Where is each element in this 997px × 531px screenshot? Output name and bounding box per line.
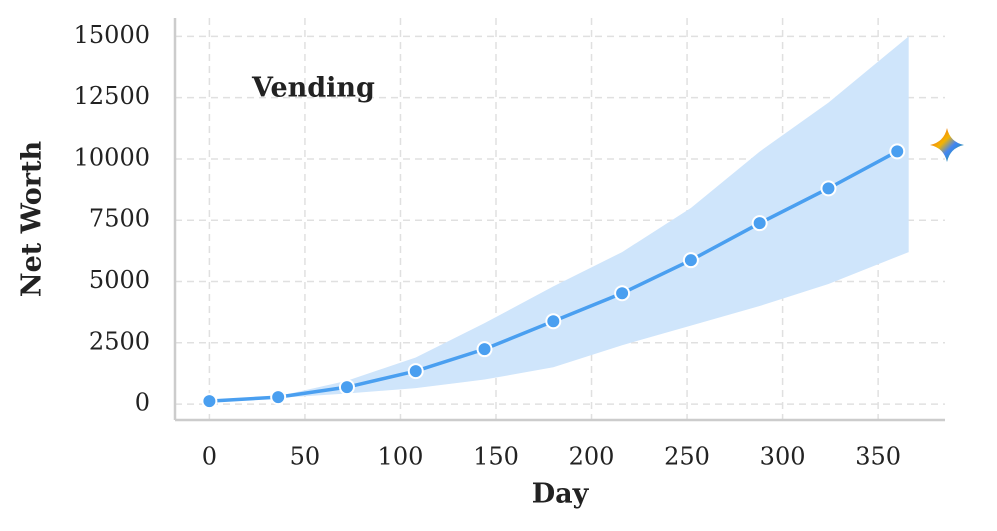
confidence-band (209, 36, 909, 402)
x-tick-label: 350 (855, 443, 901, 471)
marker (201, 393, 218, 410)
marker (889, 143, 906, 160)
y-axis-title: Net Worth (17, 141, 48, 298)
x-tick-label: 150 (473, 443, 519, 471)
x-tick-label: 0 (202, 443, 217, 471)
logo (930, 128, 964, 162)
y-tick-label: 5000 (89, 266, 150, 294)
x-axis-title: Day (532, 479, 590, 510)
marker (270, 389, 287, 406)
x-tick-label: 200 (569, 443, 615, 471)
y-tick-label: 12500 (74, 82, 150, 110)
y-tick-label: 2500 (89, 327, 150, 355)
annotation: Vending (251, 73, 375, 104)
marker (820, 180, 837, 197)
marker (476, 341, 493, 358)
y-tick-label: 0 (135, 389, 150, 417)
marker (751, 215, 768, 232)
y-tick-label: 7500 (89, 205, 150, 233)
marker (407, 363, 424, 380)
marker (338, 379, 355, 396)
x-tick-label: 100 (378, 443, 424, 471)
plot (201, 36, 909, 410)
x-tick-label: 250 (664, 443, 710, 471)
marker (614, 285, 631, 302)
x-tick-label: 50 (290, 443, 321, 471)
y-tick-label: 15000 (74, 21, 150, 49)
y-tick-label: 10000 (74, 143, 150, 171)
x-tick-label: 300 (760, 443, 806, 471)
marker (682, 252, 699, 269)
marker (545, 313, 562, 330)
